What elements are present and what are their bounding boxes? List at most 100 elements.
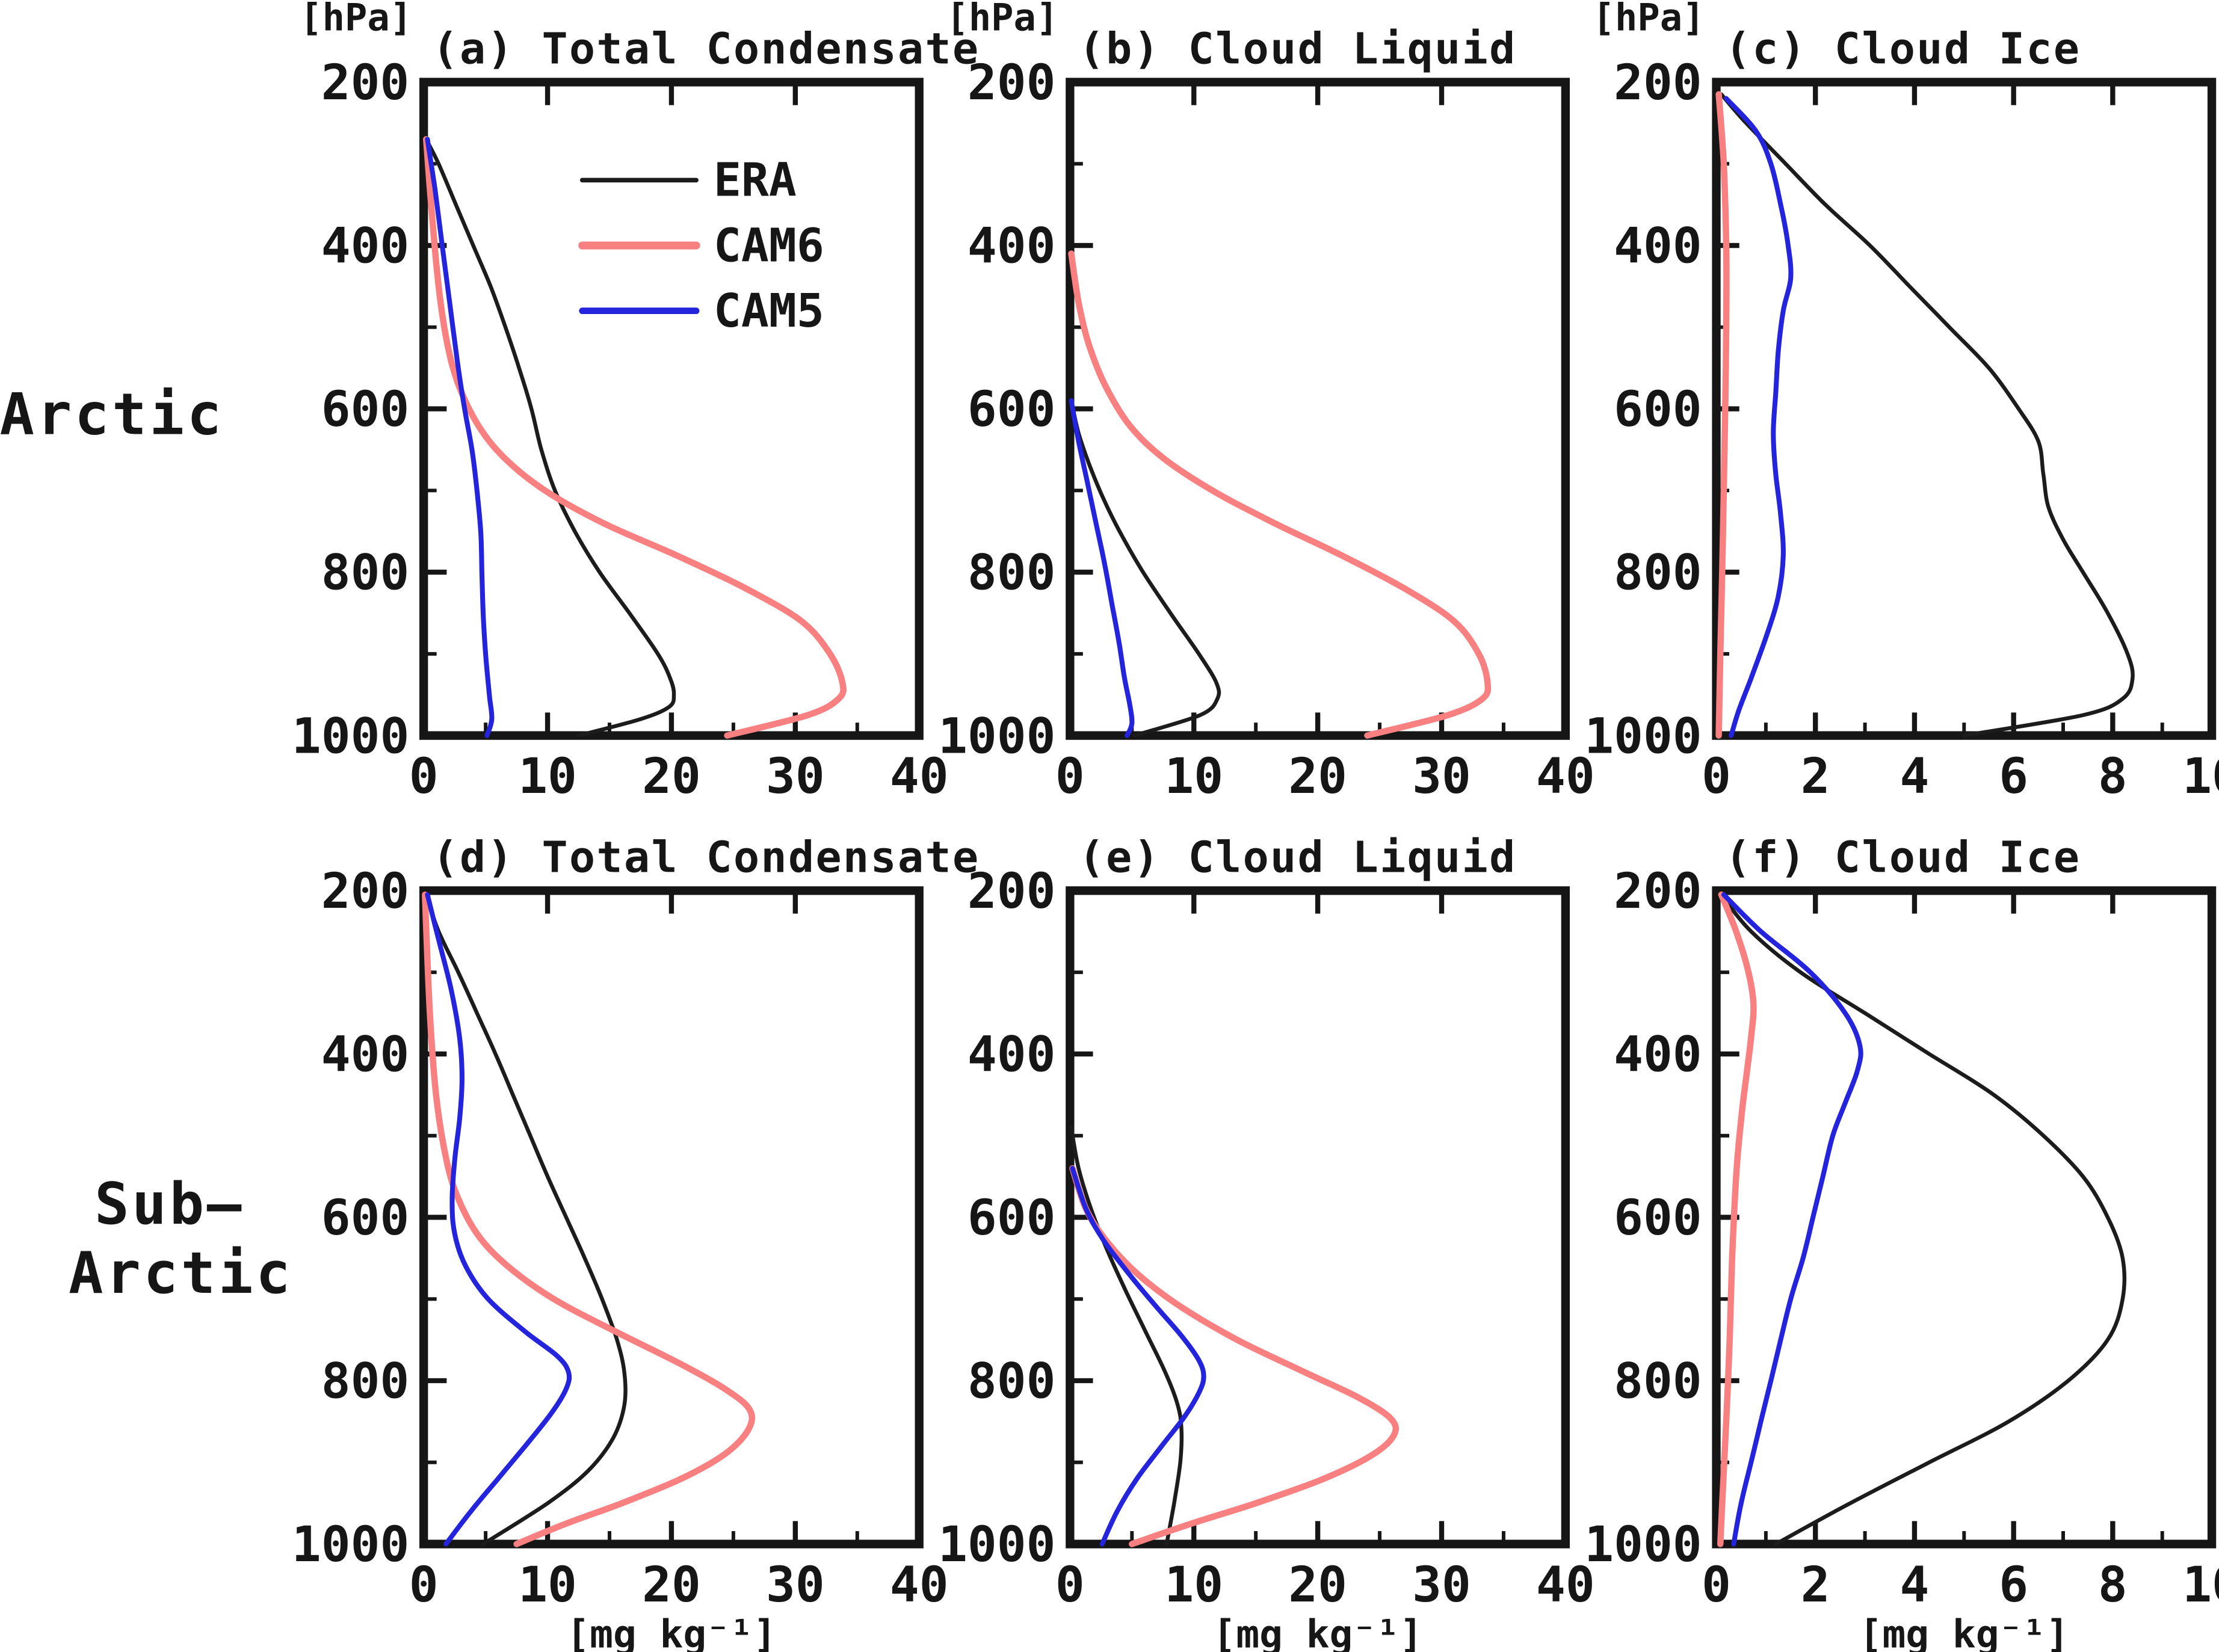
y-tick-label: 800 bbox=[321, 1354, 410, 1410]
x-tick-label: 30 bbox=[766, 748, 825, 805]
y-tick-label: 600 bbox=[1614, 381, 1702, 438]
y-tick-label: 400 bbox=[968, 1027, 1056, 1083]
y-tick-label: 800 bbox=[321, 545, 410, 602]
series-line-era bbox=[1719, 892, 2127, 1546]
x-tick-label: 8 bbox=[2098, 748, 2128, 805]
x-tick-label: 20 bbox=[1288, 1557, 1347, 1613]
plot-frame bbox=[1066, 78, 1570, 740]
x-tick-label: 2 bbox=[1801, 1557, 1830, 1613]
x-tick-label: 40 bbox=[1536, 1557, 1595, 1613]
series-line-cam6 bbox=[422, 891, 755, 1547]
x-tick-label: 40 bbox=[890, 1557, 949, 1613]
x-tick-label: 6 bbox=[1999, 1557, 2028, 1613]
x-tick-label: 0 bbox=[409, 748, 439, 805]
x-tick-label: 0 bbox=[1055, 748, 1085, 805]
y-tick-label: 400 bbox=[1614, 1027, 1702, 1083]
x-tick-label: 10 bbox=[518, 748, 577, 805]
legend-label-cam6: CAM6 bbox=[714, 219, 824, 273]
row-label-subarctic-line1: Sub— bbox=[94, 1170, 244, 1237]
series-line-cam5 bbox=[1723, 96, 1794, 738]
y-tick-label: 200 bbox=[1614, 55, 1702, 111]
panel-b: 0 10 20 30 40 200 400 600 800 1000 (b) Cloud Liqui… bbox=[938, 0, 1595, 805]
panel-title-e: (e) Cloud Liquid bbox=[1079, 832, 1517, 882]
x-tick-label: 10 bbox=[518, 1557, 577, 1613]
y-tick-label: 600 bbox=[1614, 1190, 1702, 1247]
series-line-cam5 bbox=[1721, 892, 1863, 1547]
series-line-cam5 bbox=[425, 137, 495, 738]
plot-frame bbox=[419, 886, 924, 1549]
y-tick-label: 400 bbox=[321, 1027, 410, 1083]
x-tick-label: 10 bbox=[1164, 748, 1223, 805]
legend-label-cam5: CAM5 bbox=[714, 285, 824, 338]
y-tick-label: 800 bbox=[1614, 1354, 1702, 1410]
series-line-era bbox=[424, 137, 676, 738]
x-tick-label: 0 bbox=[1702, 1557, 1731, 1613]
y-tick-label: 400 bbox=[321, 218, 410, 275]
x-tick-label: 30 bbox=[1412, 1557, 1471, 1613]
series-line-cam6 bbox=[1715, 91, 1730, 739]
panel-title-c: (c) Cloud Ice bbox=[1725, 23, 2081, 73]
y-tick-label: 800 bbox=[1614, 545, 1702, 602]
x-tick-label: 20 bbox=[642, 748, 701, 805]
y-tick-label: 400 bbox=[1614, 218, 1702, 275]
x-axis-unit-label: [mg kg⁻¹] bbox=[1213, 1612, 1423, 1652]
plot-frame bbox=[1712, 78, 2217, 740]
x-tick-label: 20 bbox=[1288, 748, 1347, 805]
series-line-cam6 bbox=[1068, 250, 1492, 739]
series-line-cam5 bbox=[1069, 398, 1135, 738]
y-axis-unit-label: [hPa] bbox=[300, 0, 412, 40]
y-tick-label: 800 bbox=[968, 545, 1056, 602]
x-tick-label: 8 bbox=[2098, 1557, 2128, 1613]
y-tick-label: 600 bbox=[321, 1190, 410, 1247]
x-tick-label: 20 bbox=[642, 1557, 701, 1613]
y-tick-label: 200 bbox=[321, 863, 410, 920]
y-tick-label: 400 bbox=[968, 218, 1056, 275]
y-tick-label: 200 bbox=[968, 863, 1056, 920]
y-tick-label: 1000 bbox=[938, 1517, 1055, 1573]
y-tick-label: 600 bbox=[968, 381, 1056, 438]
x-tick-label: 6 bbox=[1999, 748, 2028, 805]
panel-title-d: (d) Total Condensate bbox=[433, 832, 980, 882]
series-line-era bbox=[1069, 1125, 1184, 1546]
x-tick-label: 40 bbox=[890, 748, 949, 805]
y-tick-label: 200 bbox=[1614, 863, 1702, 920]
series-line-cam6 bbox=[1717, 891, 1757, 1547]
x-tick-label: 4 bbox=[1900, 1557, 1930, 1613]
panel-c: 0 2 4 6 8 10 200 400 600 800 1000 (c) Cloud Ice [hPa… bbox=[1584, 0, 2219, 805]
plot-frame bbox=[1066, 886, 1570, 1549]
series-line-era bbox=[1719, 92, 2135, 738]
y-tick-label: 1000 bbox=[292, 1517, 409, 1573]
y-tick-label: 1000 bbox=[938, 708, 1055, 765]
panel-title-a: (a) Total Condensate bbox=[433, 23, 980, 73]
x-axis-unit-label: [mg kg⁻¹] bbox=[566, 1612, 776, 1652]
x-tick-label: 30 bbox=[766, 1557, 825, 1613]
y-tick-label: 1000 bbox=[292, 708, 409, 765]
y-tick-label: 1000 bbox=[1584, 708, 1702, 765]
y-axis-unit-label: [hPa] bbox=[946, 0, 1058, 40]
series-line-cam6 bbox=[1069, 1165, 1400, 1547]
panel-a: 0 10 20 30 40 200 400 600 800 1000 (a) Total Conde… bbox=[292, 0, 980, 805]
y-tick-label: 200 bbox=[968, 55, 1056, 111]
series-line-era bbox=[424, 892, 628, 1546]
x-tick-label: 0 bbox=[1055, 1557, 1085, 1613]
y-tick-label: 800 bbox=[968, 1354, 1056, 1410]
row-label-arctic: Arctic bbox=[0, 380, 224, 448]
panel-d: 0 10 20 30 40 200 400 600 800 1000 (d) Total Conde… bbox=[292, 832, 980, 1652]
x-tick-label: 2 bbox=[1801, 748, 1830, 805]
x-tick-label: 0 bbox=[409, 1557, 439, 1613]
panel-f: 0 2 4 6 8 10 200 400 600 800 1000 (f) Cloud Ice [mg … bbox=[1584, 832, 2219, 1652]
x-tick-label: 10 bbox=[1164, 1557, 1223, 1613]
y-axis-unit-label: [hPa] bbox=[1593, 0, 1705, 40]
series-line-cam6 bbox=[422, 136, 847, 739]
x-axis-unit-label: [mg kg⁻¹] bbox=[1859, 1612, 2069, 1652]
x-tick-label: 40 bbox=[1536, 748, 1595, 805]
series-line-cam5 bbox=[1070, 1166, 1206, 1547]
panel-e: 0 10 20 30 40 200 400 600 800 1000 (e) Cloud Liqui… bbox=[938, 832, 1595, 1652]
y-tick-label: 600 bbox=[968, 1190, 1056, 1247]
x-tick-label: 30 bbox=[1412, 748, 1471, 805]
x-tick-label: 10 bbox=[2182, 1557, 2219, 1613]
x-tick-label: 4 bbox=[1900, 748, 1930, 805]
